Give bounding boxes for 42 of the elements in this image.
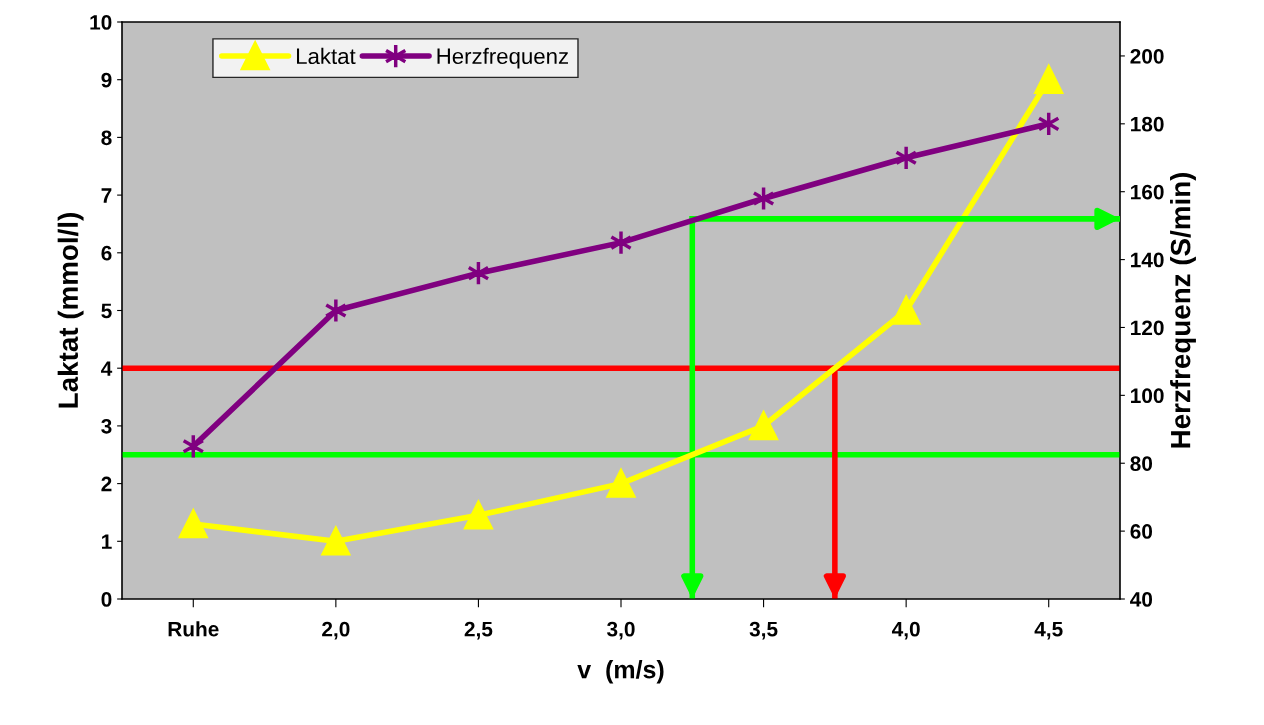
x-axis-title: v (m/s) [577,660,664,684]
y-tick-label: 8 [101,130,112,146]
x-tick-label: 2,0 [322,621,350,640]
y2-tick-label: 140 [1131,252,1164,268]
y2-tick-label: 40 [1130,592,1153,607]
point [464,501,493,530]
point [748,409,779,441]
y-axis-title: Laktat (mmol/l) [57,213,84,408]
x-tick-label: 2,5 [464,621,493,640]
point [178,507,209,539]
y2-tick-label: 160 [1131,184,1164,200]
y-tick-label: 2 [101,476,112,492]
point [894,144,918,171]
point [1034,65,1063,94]
y2-tick-label: 80 [1130,456,1153,471]
y-tick-label: 7 [101,188,112,203]
x-tick-label: 4,5 [1034,621,1063,640]
y2-tick-label: 60 [1130,524,1153,539]
y-tick-label: 1 [102,534,112,549]
y-tick-label: 3 [101,418,112,434]
y-tick-label: 5 [101,303,112,319]
x-tick-label: 4,0 [891,621,920,640]
point [321,527,351,556]
y2-tick-label: 180 [1131,116,1164,132]
y-tick-label: 0 [101,592,112,607]
legend-label: Laktat [297,47,356,65]
point [891,296,921,325]
y2-tick-label: 120 [1131,320,1164,336]
y-tick-label: 9 [101,72,112,88]
y2-tick-label: 200 [1130,48,1164,64]
y2-tick-label: 100 [1131,388,1164,404]
y-tick-label: 10 [90,15,112,30]
point [606,469,636,498]
y-tick-label: 4 [101,361,113,376]
x-tick-label: 3,0 [607,621,635,640]
point [609,229,633,256]
legend-label: Herzfrequenz [437,47,568,69]
point [324,297,348,324]
x-tick-label: 3,5 [749,621,778,640]
y2-axis-title: Herzfrequenz (S/min) [1170,172,1196,448]
x-tick-label: Ruhe [168,621,219,637]
y-tick-label: 6 [101,245,112,261]
